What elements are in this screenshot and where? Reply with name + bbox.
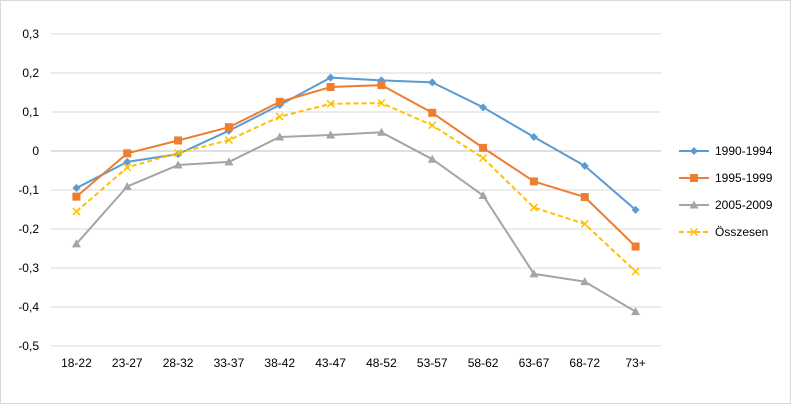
legend-label: 2005-2009 (715, 198, 773, 212)
y-tick-label: -0,4 (18, 300, 39, 314)
data-point-marker (690, 147, 698, 155)
data-point-marker (72, 207, 81, 216)
y-tick-label: -0,5 (18, 339, 39, 353)
x-tick-label: 58-62 (468, 356, 499, 370)
axes: -0,5 -0,4 -0,3 -0,2 -0,1 0 0,1 0,2 0,3 18-22 23-27… (18, 27, 645, 370)
data-point-marker (275, 112, 284, 121)
data-point-marker (631, 267, 640, 276)
data-point-marker (123, 149, 132, 158)
data-point-marker (428, 108, 437, 117)
y-tick-label: -0,3 (18, 261, 39, 275)
data-point-marker (479, 143, 488, 152)
data-point-marker (71, 239, 81, 248)
legend: 1990-1994 1995-1999 2005-2009 Összesen (679, 144, 773, 239)
legend-entry: 2005-2009 (679, 198, 773, 212)
data-point-marker (529, 269, 539, 278)
data-point-marker (580, 277, 590, 286)
data-point-marker (689, 227, 699, 237)
data-point-marker (377, 98, 386, 108)
data-point-marker (224, 136, 233, 145)
data-point-marker (580, 193, 589, 202)
data-point-marker (376, 127, 386, 136)
series-lines (71, 73, 641, 316)
series-1 (72, 81, 640, 251)
y-tick-label: 0 (32, 144, 39, 158)
data-point-marker (173, 160, 183, 169)
series-line (75, 76, 637, 211)
data-point-marker (427, 154, 437, 163)
legend-label: Összesen (715, 225, 768, 239)
legend-entry: 1995-1999 (679, 171, 773, 185)
data-point-marker (72, 184, 81, 193)
data-point-marker (377, 81, 386, 90)
data-point-marker (478, 190, 488, 199)
x-tick-label: 48-52 (366, 356, 397, 370)
data-point-marker (123, 157, 132, 166)
legend-label: 1990-1994 (715, 144, 773, 158)
data-point-marker (690, 174, 698, 182)
data-point-marker (580, 161, 589, 170)
legend-entry: Összesen (679, 225, 768, 239)
series-line (75, 131, 637, 313)
data-point-marker (326, 99, 335, 108)
data-point-marker (326, 130, 336, 139)
x-tick-label: 63-67 (519, 356, 550, 370)
series-3 (72, 98, 640, 276)
data-point-marker (631, 242, 640, 251)
data-point-marker (72, 192, 81, 201)
data-point-marker (631, 205, 640, 214)
data-point-marker (479, 153, 488, 163)
data-point-marker (224, 157, 234, 166)
data-point-marker (580, 219, 589, 228)
y-tick-label: -0,2 (18, 222, 39, 236)
x-tick-label: 18-22 (61, 356, 92, 370)
data-point-marker (174, 148, 183, 157)
data-point-marker (123, 163, 132, 172)
data-point-marker (326, 83, 335, 92)
legend-entry: 1990-1994 (679, 144, 773, 158)
y-tick-label: -0,1 (18, 183, 39, 197)
legend-label: 1995-1999 (715, 171, 773, 185)
data-point-marker (529, 132, 538, 141)
data-point-marker (275, 97, 284, 106)
y-tick-label: 0,2 (22, 66, 39, 80)
data-point-marker (174, 136, 183, 145)
x-tick-label: 28-32 (163, 356, 194, 370)
x-tick-label: 33-37 (214, 356, 245, 370)
y-tick-label: 0,1 (22, 105, 39, 119)
x-tick-label: 43-47 (315, 356, 346, 370)
x-tick-label: 38-42 (264, 356, 295, 370)
series-0 (72, 73, 640, 214)
y-tick-label: 0,3 (22, 27, 39, 41)
data-point-marker (122, 181, 132, 190)
data-point-marker (275, 132, 285, 141)
data-point-marker (689, 200, 699, 209)
x-tick-label: 68-72 (569, 356, 600, 370)
data-point-marker (631, 307, 641, 316)
data-point-marker (529, 203, 538, 212)
series-2 (71, 127, 641, 316)
data-point-marker (479, 103, 488, 112)
data-point-marker (428, 78, 437, 87)
x-tick-label: 73+ (625, 356, 645, 370)
gridlines (51, 33, 661, 347)
x-tick-label: 53-57 (417, 356, 448, 370)
x-tick-label: 23-27 (112, 356, 143, 370)
series-line (75, 102, 637, 273)
data-point-marker (326, 73, 335, 82)
data-point-marker (224, 123, 233, 132)
series-line (75, 84, 637, 248)
data-point-marker (529, 177, 538, 186)
data-point-marker (428, 121, 437, 130)
